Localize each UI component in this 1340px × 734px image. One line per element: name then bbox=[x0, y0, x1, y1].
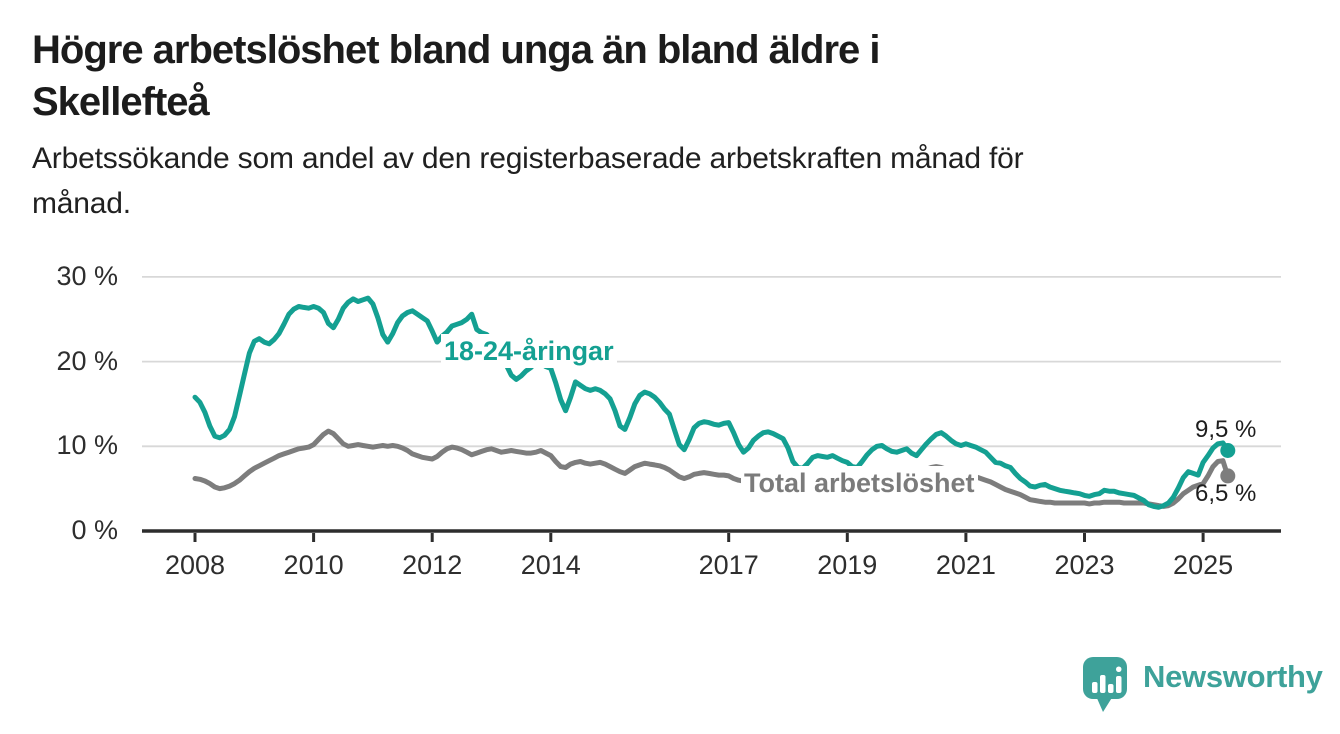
x-axis-label: 2021 bbox=[935, 550, 996, 580]
y-axis-label: 30 % bbox=[56, 260, 118, 291]
series-label-total: Total arbetslöshet bbox=[741, 466, 978, 500]
x-axis-label: 2010 bbox=[283, 550, 344, 580]
end-value-label-total: 6,5 % bbox=[1195, 480, 1257, 507]
newsworthy-logo: Newsworthy bbox=[1082, 656, 1323, 714]
subtitle-line-1: Arbetssökande som andel av den registerb… bbox=[32, 142, 1024, 175]
end-value-label-youth: 9,5 % bbox=[1195, 416, 1257, 443]
subtitle-line-2: månad. bbox=[32, 187, 131, 220]
x-axis-label: 2012 bbox=[402, 550, 463, 580]
x-axis-label: 2025 bbox=[1173, 550, 1234, 580]
bar-chart-speech-bubble-icon bbox=[1083, 657, 1127, 712]
x-axis-label: 2008 bbox=[164, 550, 226, 580]
x-axis-label: 2017 bbox=[698, 550, 759, 580]
logo-text: Newsworthy bbox=[1143, 659, 1323, 694]
series-label-youth: 18-24-åringar bbox=[441, 334, 617, 368]
y-axis-label: 10 % bbox=[56, 430, 118, 461]
chart-subtitle: Arbetssökande som andel av den registerb… bbox=[32, 136, 1322, 226]
y-axis-label: 20 % bbox=[56, 345, 118, 376]
x-axis-label: 2023 bbox=[1054, 550, 1115, 580]
title-line-2: Skellefteå bbox=[32, 80, 210, 124]
title-line-1: Högre arbetslöshet bland unga än bland ä… bbox=[32, 28, 880, 72]
x-axis-label: 2019 bbox=[817, 550, 878, 580]
page-title: Högre arbetslöshet bland unga än bland ä… bbox=[32, 24, 1322, 128]
x-axis-label: 2014 bbox=[520, 550, 581, 580]
y-axis-label: 0 % bbox=[71, 515, 118, 545]
